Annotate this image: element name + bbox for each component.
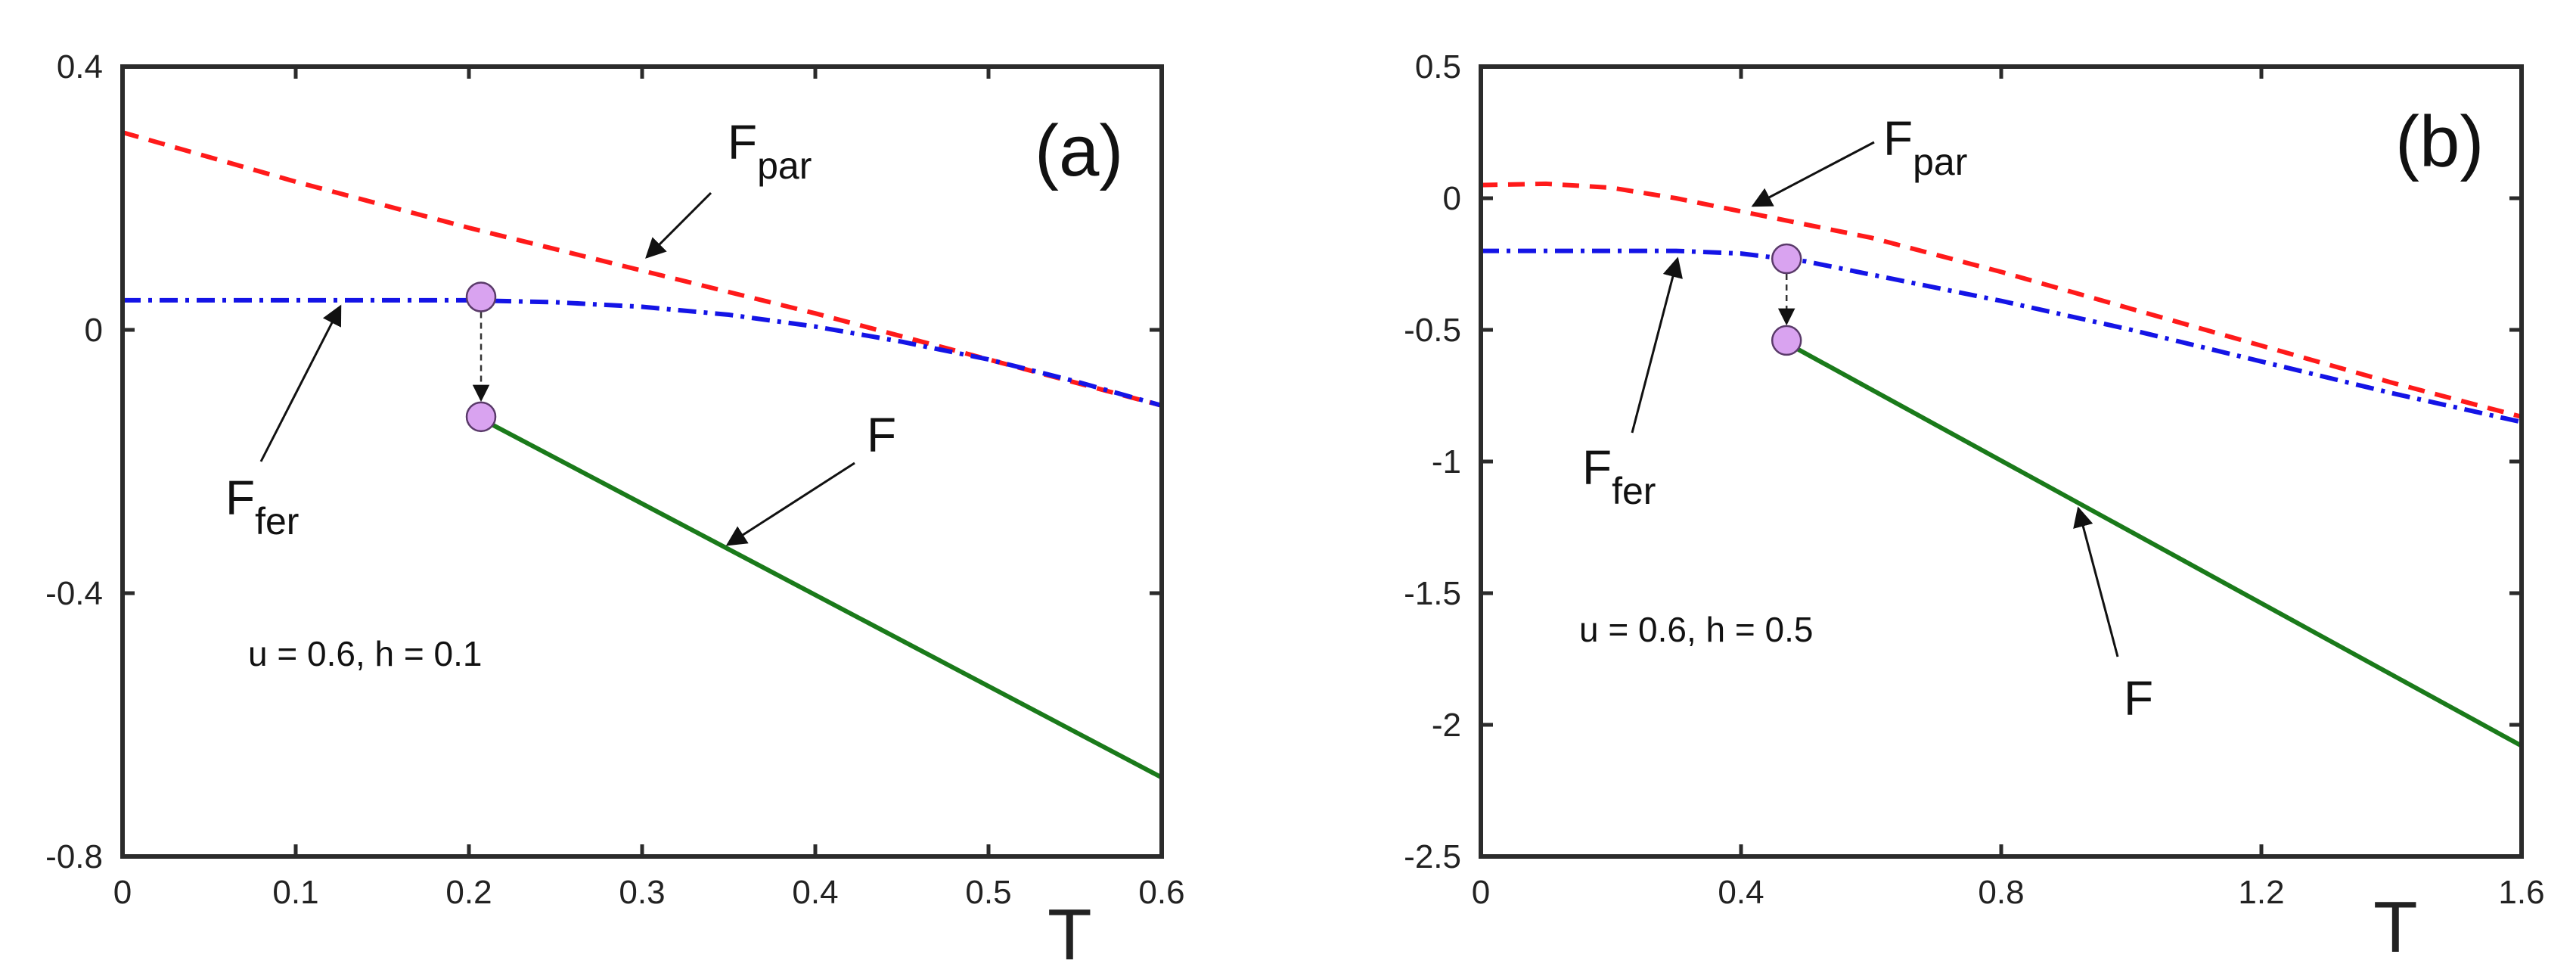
panel-label-b: (b) [2395, 101, 2484, 182]
annotation-f-par-b: Fpar [1883, 111, 1967, 183]
annotation-arrow-f [725, 462, 855, 546]
series-line-f-fer [1481, 248, 2522, 424]
annotation-f-par-sub: par [757, 145, 812, 187]
y-tick-label: -2.5 [1404, 838, 1461, 875]
x-tick-label: 0.4 [1718, 874, 1764, 911]
annotation-f-par-sub: par [1913, 141, 1967, 183]
annotation-arrow-f-par [1751, 141, 1875, 207]
annotation-arrow-f-fer [259, 304, 342, 462]
transition-marker-end [465, 401, 497, 433]
panel-label-a: (a) [1035, 110, 1123, 191]
x-tick-label: 0 [113, 874, 132, 911]
params-text-a: u = 0.6, h = 0.1 [248, 634, 482, 673]
x-tick-label: 0 [1472, 874, 1490, 911]
y-tick-label: -1 [1432, 443, 1461, 480]
x-tick-label: 1.2 [2238, 874, 2284, 911]
params-text-b: u = 0.6, h = 0.5 [1579, 610, 1813, 649]
panel-a: 0 0.1 0.2 0.3 0.4 0.5 0.6 0.4 0 -0.4 -0.8 (a) T Fp… [45, 48, 1184, 975]
annotation-f-a: F [867, 408, 896, 462]
x-tick-label: 0.5 [965, 874, 1011, 911]
series-line-f [480, 416, 1163, 780]
series-line-f-par [122, 130, 1162, 408]
annotation-f-par-main: F [728, 115, 757, 169]
annotation-f-fer-main: F [1582, 440, 1612, 495]
annotation-arrow-f [2073, 506, 2119, 657]
annotation-f-fer-sub: fer [255, 500, 299, 542]
y-tick-label: 0 [85, 312, 103, 349]
annotation-f-fer-main: F [225, 471, 255, 525]
x-tick-label: 0.1 [272, 874, 318, 911]
x-tick-label: 0.3 [619, 874, 665, 911]
x-tick-label: 0.4 [792, 874, 838, 911]
series-line-f [1785, 340, 2523, 748]
transition-marker-start [1771, 243, 1802, 275]
y-tick-label: 0.4 [57, 48, 103, 85]
annotation-f-fer-b: Ffer [1582, 440, 1656, 512]
series-line-f-par [1480, 181, 2522, 419]
y-tick-label: -0.5 [1404, 312, 1461, 349]
y-tick-label: -0.8 [45, 838, 103, 875]
transition-marker-start [465, 281, 497, 312]
x-tick-label: 0.8 [1978, 874, 2024, 911]
y-tick-label: -0.4 [45, 575, 103, 612]
annotation-f-fer-a: Ffer [225, 471, 299, 542]
annotation-f-par-a: Fpar [728, 115, 812, 187]
annotation-f-b: F [2124, 671, 2153, 726]
transition-marker-end [1771, 325, 1802, 356]
x-axis-label-b: T [2373, 887, 2418, 968]
x-tick-label: 1.6 [2498, 874, 2544, 911]
annotation-f-par-main: F [1883, 111, 1913, 166]
y-tick-label: 0 [1443, 180, 1461, 217]
x-axis-label-a: T [1047, 894, 1092, 975]
panel-b: 0 0.4 0.8 1.2 1.60.50-0.5-1-1.5-2-2.5 (b) T … [1404, 48, 2544, 968]
annotation-arrow-f-fer [1631, 256, 1683, 434]
annotation-arrow-f-par [645, 191, 712, 259]
y-tick-label: 0.5 [1415, 48, 1461, 85]
y-tick-label: -2 [1432, 707, 1461, 744]
series-line-f-fer [123, 297, 1162, 408]
x-tick-label: 0.6 [1138, 874, 1184, 911]
x-tick-label: 0.2 [445, 874, 492, 911]
annotation-f-fer-sub: fer [1612, 470, 1656, 512]
y-tick-label: -1.5 [1404, 575, 1461, 612]
plot-frame-a [120, 64, 1164, 859]
